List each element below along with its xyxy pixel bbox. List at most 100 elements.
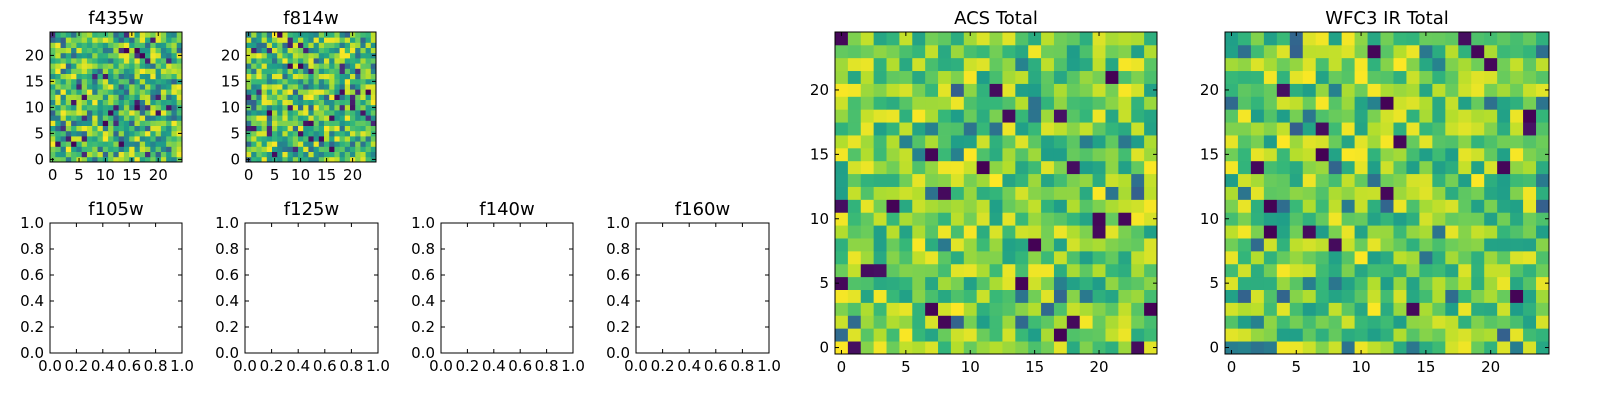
heatmap-cell	[339, 141, 346, 147]
heatmap-cell	[1079, 315, 1093, 329]
heatmap-cell	[1225, 147, 1239, 162]
heatmap-cell	[355, 32, 361, 38]
heatmap-cell	[370, 136, 377, 142]
heatmap-cell	[1276, 83, 1291, 97]
heatmap-cell	[292, 146, 299, 152]
heatmap-cell	[266, 78, 273, 85]
heatmap-cell	[129, 52, 135, 59]
heatmap-cell	[370, 99, 377, 106]
heatmap-cell	[60, 136, 67, 142]
heatmap-cell	[1393, 173, 1407, 187]
heatmap-cell	[989, 302, 1003, 316]
heatmap-cell	[938, 341, 952, 355]
y-tick-label: 0.8	[20, 240, 44, 258]
heatmap-cell	[344, 130, 351, 137]
heatmap-cell	[150, 120, 156, 126]
x-tick-label: 5	[74, 166, 84, 184]
heatmap-cell	[155, 125, 162, 132]
heatmap-cell	[1315, 238, 1330, 252]
heatmap-cell	[308, 89, 314, 95]
heatmap-cell	[1015, 83, 1029, 97]
heatmap-cell	[97, 32, 104, 38]
heatmap-cell	[1092, 32, 1106, 46]
heatmap-cell	[139, 94, 146, 100]
heatmap-cell	[55, 89, 61, 95]
heatmap-cell	[171, 68, 178, 74]
heatmap-cell	[118, 58, 125, 64]
heatmap-cell	[1118, 122, 1132, 136]
heatmap-cell	[899, 341, 913, 355]
heatmap-cell	[292, 89, 299, 95]
heatmap-cell	[171, 110, 178, 116]
heatmap-cell	[1328, 186, 1343, 200]
heatmap-cell	[71, 104, 77, 111]
heatmap-cell	[355, 99, 361, 106]
heatmap-cell	[370, 84, 377, 90]
heatmap-cell	[308, 37, 314, 43]
heatmap-cell	[1092, 70, 1106, 84]
heatmap-cell	[171, 156, 178, 163]
heatmap-cell	[350, 68, 356, 74]
heatmap-cell	[1002, 315, 1016, 329]
heatmap-cell	[160, 151, 167, 158]
heatmap-cell	[925, 70, 939, 84]
heatmap-cell	[976, 135, 990, 149]
heatmap-cell	[251, 136, 257, 142]
heatmap-cell	[329, 73, 335, 80]
axes-frame	[440, 222, 574, 354]
heatmap-cell	[55, 47, 61, 54]
heatmap-cell	[1225, 57, 1239, 72]
heatmap-cell	[313, 115, 320, 121]
heatmap-cell	[976, 328, 990, 342]
heatmap-cell	[1536, 44, 1550, 59]
heatmap-cell	[145, 52, 151, 59]
heatmap-cell	[1471, 96, 1485, 110]
heatmap-cell	[1367, 238, 1381, 252]
heatmap-cell	[1445, 147, 1459, 162]
heatmap-cell	[118, 115, 125, 121]
heatmap-cell	[1144, 328, 1158, 342]
heatmap-cell	[166, 136, 172, 142]
heatmap-cell	[60, 146, 67, 152]
heatmap-cell	[108, 120, 114, 126]
heatmap-cell	[360, 125, 366, 132]
heatmap-cell	[1302, 289, 1317, 303]
heatmap-cell	[1263, 122, 1278, 136]
heatmap-cell	[171, 141, 178, 147]
heatmap-cell	[81, 94, 88, 100]
heatmap-cell	[1028, 276, 1042, 290]
heatmap-cell	[1105, 225, 1119, 239]
heatmap-cell	[1432, 57, 1446, 72]
heatmap-cell	[360, 37, 366, 43]
heatmap-cell	[1523, 225, 1537, 239]
heatmap-cell	[261, 104, 268, 111]
heatmap-cell	[1028, 147, 1042, 162]
heatmap-cell	[1432, 238, 1446, 252]
heatmap-cell	[912, 225, 926, 239]
heatmap-cell	[1144, 315, 1158, 329]
heatmap-cell	[1131, 83, 1145, 97]
heatmap-cell	[313, 47, 320, 54]
heatmap-cell	[129, 141, 135, 147]
heatmap-cell	[938, 147, 952, 162]
y-tick-label: 0.6	[215, 266, 239, 284]
heatmap-cell	[160, 37, 167, 43]
heatmap-cell	[1315, 70, 1330, 84]
heatmap-cell	[60, 89, 67, 95]
heatmap-cell	[1066, 212, 1081, 226]
heatmap-cell	[860, 341, 875, 355]
x-tick-label: 0.8	[144, 357, 168, 375]
heatmap-cell	[86, 99, 93, 106]
heatmap-cell	[292, 58, 299, 64]
heatmap-cell	[1131, 263, 1145, 278]
heatmap-cell	[118, 68, 125, 74]
heatmap-cell	[318, 104, 325, 111]
heatmap-cell	[1276, 263, 1291, 278]
heatmap-cell	[81, 78, 88, 85]
heatmap-cell	[76, 136, 83, 142]
heatmap-cell	[176, 47, 183, 54]
heatmap-cell	[976, 70, 990, 84]
heatmap-cell	[334, 42, 340, 48]
heatmap-cell	[102, 37, 109, 43]
